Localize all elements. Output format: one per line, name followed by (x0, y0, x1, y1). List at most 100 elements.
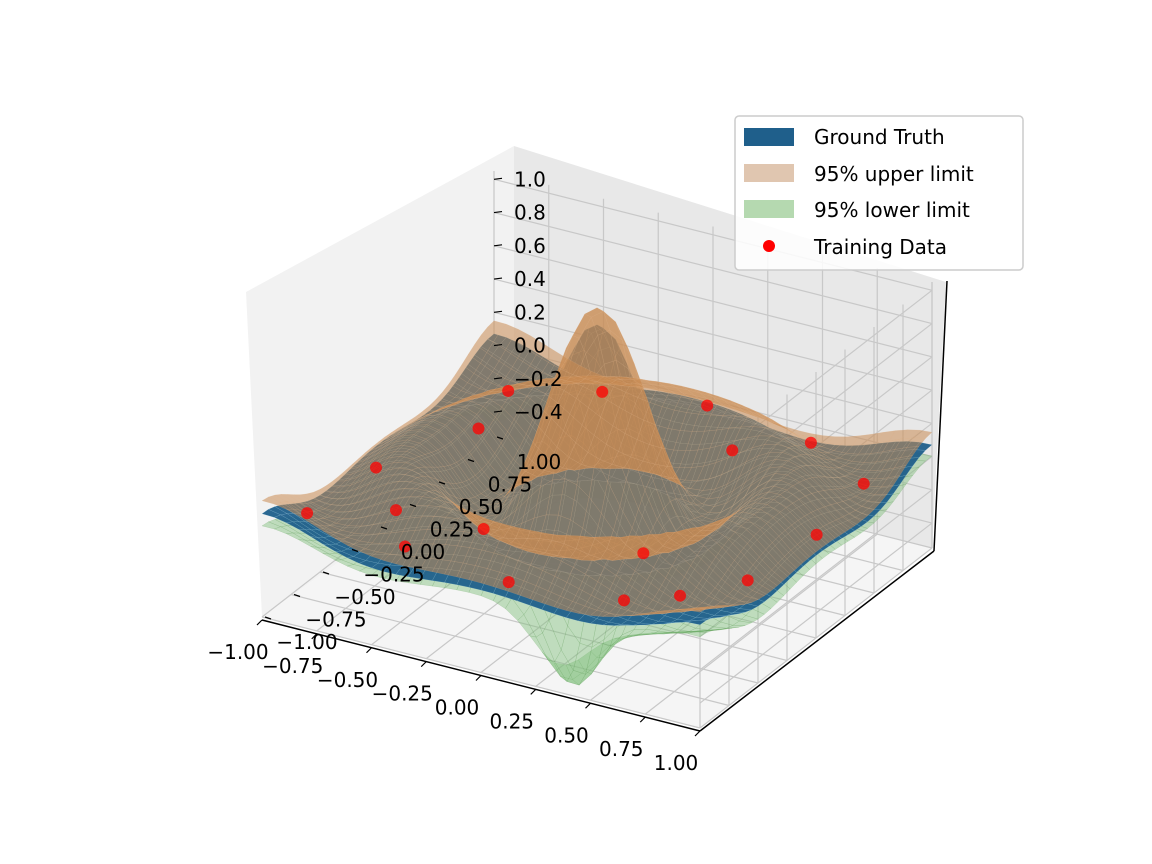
surface-facet (726, 625, 746, 629)
training-data-point (596, 385, 609, 398)
surface-facet (658, 625, 678, 633)
surface-facet (675, 631, 695, 635)
surface-facet (590, 643, 610, 658)
left-grid-line (699, 522, 933, 704)
surface-facet (523, 604, 543, 638)
training-data-point (701, 399, 714, 412)
surface-facet (565, 659, 586, 680)
surface-facet (651, 631, 670, 634)
z-axis-ticks: −0.4 −0.2 0.0 0.2 0.4 0.6 0.8 1.0 (493, 167, 563, 424)
z-tick-label: 0.2 (514, 300, 546, 324)
x-tick-label: 0.00 (435, 696, 480, 720)
surface-facet (912, 429, 933, 439)
surface-facet (529, 635, 549, 661)
surface-facet (657, 632, 677, 635)
training-data-point (502, 576, 515, 589)
back-grid-line (493, 211, 933, 325)
x-tick (530, 688, 537, 695)
x-tick-label: −0.75 (262, 654, 323, 678)
surface-facet (273, 526, 294, 534)
y-tick-label: 0.00 (401, 540, 446, 564)
y-axis-ticks: −1.00−0.75−0.50−0.250.000.250.500.751.00 (264, 436, 561, 654)
x-tick-label: 0.50 (544, 723, 589, 747)
surface-facet (621, 634, 640, 640)
z-tick (493, 277, 503, 280)
y-tick-label: 0.25 (430, 518, 475, 542)
surface-facet (609, 636, 628, 647)
surface-facet (298, 539, 318, 548)
surface-facet (682, 630, 701, 632)
z-tick (493, 377, 503, 380)
surface-facet (487, 320, 507, 333)
surface-facet (334, 559, 355, 567)
surface-facet (261, 521, 282, 530)
surface-facet (730, 406, 750, 415)
legend-swatch-ground-truth (744, 128, 794, 146)
x-tick (366, 647, 372, 654)
surface-facet (700, 628, 720, 631)
surface-facet (279, 525, 300, 534)
surface-facet (670, 629, 690, 634)
z-tick (493, 244, 503, 247)
surface-facet (639, 628, 660, 635)
training-data-point (857, 477, 870, 490)
surface-facet (285, 532, 306, 541)
surface-facet (738, 615, 759, 624)
surface-facet (553, 662, 573, 680)
y-tick (351, 548, 359, 553)
training-data-point (477, 522, 490, 535)
surface-facet (720, 615, 740, 626)
surface-facet (560, 676, 580, 686)
x-tick (475, 675, 482, 681)
y-tick (467, 458, 475, 463)
surface-facet (548, 350, 568, 370)
floor-grid-line (319, 571, 759, 684)
y-tick (264, 616, 272, 620)
surface-facet (541, 651, 561, 677)
surface-facet (584, 370, 604, 383)
surface-facet (535, 632, 556, 662)
surface-facet (694, 630, 714, 633)
training-data-point (618, 594, 630, 607)
x-axis-ticks: −1.00−0.75−0.50−0.250.00 0.25 0.50 0.75 1.00 (207, 619, 701, 775)
training-data-point (472, 422, 485, 435)
surface-facet (626, 633, 646, 637)
training-data-point (502, 384, 515, 397)
surface-facet (840, 435, 860, 446)
training-data-point (301, 507, 314, 520)
surface-facet (560, 625, 581, 671)
surface-facet (732, 620, 753, 626)
surface-facet (578, 663, 598, 686)
legend-label-upper-limit: 95% upper limit (814, 162, 974, 186)
surface-facet (304, 539, 324, 548)
surface-facet (694, 630, 713, 634)
surface-facet (346, 564, 367, 572)
x-tick-label: 1.00 (654, 751, 699, 775)
y-tick (380, 526, 388, 530)
x-tick-label: 0.75 (599, 737, 644, 761)
surface-facet (720, 627, 739, 630)
y-tick-label: −0.75 (305, 608, 366, 632)
surface-facet (688, 630, 708, 633)
z-tick (493, 410, 503, 413)
surface-facet (676, 631, 696, 634)
z-tick-label: 1.0 (514, 167, 546, 191)
training-data-point (810, 528, 823, 541)
back-grid-line (493, 178, 933, 291)
left-grid-line (699, 489, 933, 671)
back-grid-line (493, 311, 933, 424)
x-tick (311, 633, 318, 640)
y-tick-label: 0.75 (488, 473, 533, 497)
floor-grid-line (261, 616, 701, 729)
surface-facet (596, 643, 617, 658)
y-tick-label: −0.25 (363, 563, 424, 587)
x-tick (420, 661, 427, 668)
surface-facet (358, 567, 379, 576)
x-tick-label: 0.25 (489, 709, 534, 733)
surface-facet (652, 630, 671, 635)
surface-facet (585, 638, 605, 675)
surface-facet (317, 547, 337, 555)
y-tick-label: −1.00 (276, 630, 337, 654)
surface-facet (657, 389, 677, 395)
